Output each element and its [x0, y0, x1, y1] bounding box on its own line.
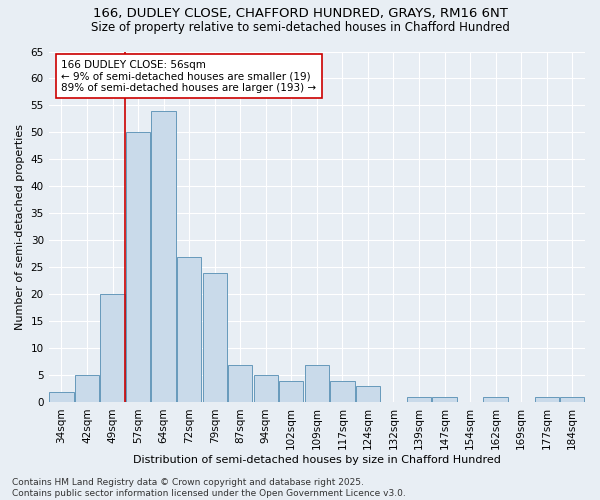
Bar — [75, 376, 99, 402]
Bar — [100, 294, 125, 403]
Bar — [535, 397, 559, 402]
Bar — [254, 376, 278, 402]
Bar — [203, 273, 227, 402]
Bar — [49, 392, 74, 402]
Bar — [177, 256, 201, 402]
Bar — [305, 364, 329, 403]
Text: Size of property relative to semi-detached houses in Chafford Hundred: Size of property relative to semi-detach… — [91, 21, 509, 34]
Bar — [151, 111, 176, 403]
Bar — [484, 397, 508, 402]
Text: 166 DUDLEY CLOSE: 56sqm
← 9% of semi-detached houses are smaller (19)
89% of sem: 166 DUDLEY CLOSE: 56sqm ← 9% of semi-det… — [61, 60, 317, 93]
Bar — [228, 364, 253, 403]
X-axis label: Distribution of semi-detached houses by size in Chafford Hundred: Distribution of semi-detached houses by … — [133, 455, 501, 465]
Y-axis label: Number of semi-detached properties: Number of semi-detached properties — [15, 124, 25, 330]
Bar — [560, 397, 584, 402]
Bar — [433, 397, 457, 402]
Bar — [330, 381, 355, 402]
Text: 166, DUDLEY CLOSE, CHAFFORD HUNDRED, GRAYS, RM16 6NT: 166, DUDLEY CLOSE, CHAFFORD HUNDRED, GRA… — [92, 8, 508, 20]
Bar — [279, 381, 304, 402]
Bar — [126, 132, 150, 402]
Text: Contains HM Land Registry data © Crown copyright and database right 2025.
Contai: Contains HM Land Registry data © Crown c… — [12, 478, 406, 498]
Bar — [407, 397, 431, 402]
Bar — [356, 386, 380, 402]
